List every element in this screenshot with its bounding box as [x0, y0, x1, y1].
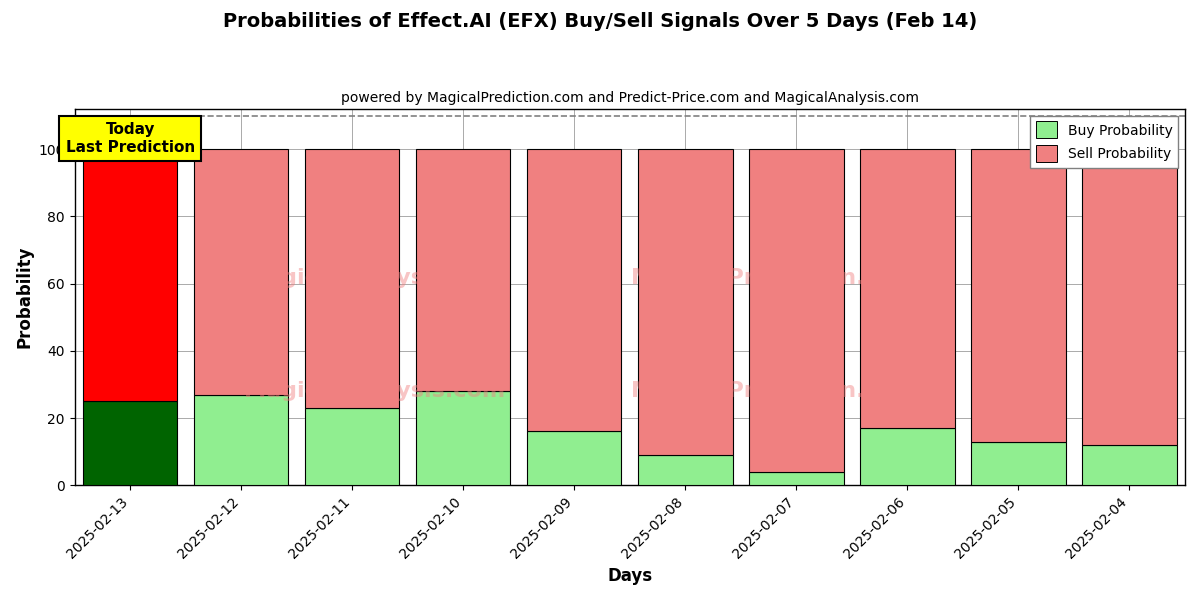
Bar [749, 149, 844, 472]
Bar [527, 431, 622, 485]
Bar [83, 149, 178, 401]
Text: MagicalAnalysis.com: MagicalAnalysis.com [244, 381, 505, 401]
Bar [194, 149, 288, 395]
Text: Probabilities of Effect.AI (EFX) Buy/Sell Signals Over 5 Days (Feb 14): Probabilities of Effect.AI (EFX) Buy/Sel… [223, 12, 977, 31]
Legend: Buy Probability, Sell Probability: Buy Probability, Sell Probability [1030, 116, 1178, 168]
Bar [860, 428, 955, 485]
Bar [971, 149, 1066, 442]
Bar [527, 149, 622, 431]
X-axis label: Days: Days [607, 567, 653, 585]
Title: powered by MagicalPrediction.com and Predict-Price.com and MagicalAnalysis.com: powered by MagicalPrediction.com and Pre… [341, 91, 919, 105]
Bar [860, 149, 955, 428]
Text: MagicalPrediction.com: MagicalPrediction.com [631, 381, 917, 401]
Bar [416, 391, 510, 485]
Text: MagicalAnalysis.com: MagicalAnalysis.com [244, 268, 505, 288]
Text: Today
Last Prediction: Today Last Prediction [66, 122, 194, 155]
Bar [1082, 445, 1177, 485]
Bar [416, 149, 510, 391]
Bar [638, 149, 732, 455]
Bar [749, 472, 844, 485]
Bar [194, 395, 288, 485]
Y-axis label: Probability: Probability [16, 246, 34, 349]
Text: MagicalPrediction.com: MagicalPrediction.com [631, 268, 917, 288]
Bar [305, 149, 400, 408]
Bar [971, 442, 1066, 485]
Bar [1082, 149, 1177, 445]
Bar [83, 401, 178, 485]
Bar [638, 455, 732, 485]
Bar [305, 408, 400, 485]
